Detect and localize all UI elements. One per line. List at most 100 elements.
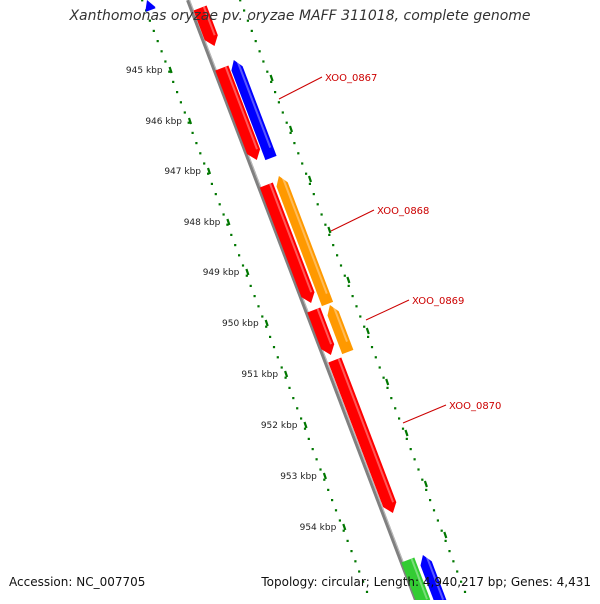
outer-tick-dot [277, 101, 280, 104]
outer-tick-dot [394, 407, 397, 410]
gene-arrow-blue [420, 555, 448, 604]
inner-tick-dot [152, 29, 155, 32]
major-tick-outer [346, 276, 351, 284]
inner-tick-dot [245, 274, 248, 277]
inner-tick-dot [172, 80, 175, 83]
gene-label: XOO_0870 [449, 401, 501, 412]
inner-tick-dot [210, 182, 213, 185]
major-tick-inner [264, 319, 269, 327]
inner-tick-dot [191, 131, 194, 134]
inner-tick-dot [207, 172, 210, 175]
inner-tick-dot [160, 50, 163, 53]
major-tick-inner [322, 472, 327, 480]
gene-label-leader [402, 404, 447, 424]
inner-tick-dot [195, 142, 198, 145]
major-tick-outer [288, 125, 294, 133]
kbp-label: 953 kbp [280, 472, 317, 482]
gene-arrow-red-shade [337, 358, 395, 503]
inner-tick-dot [269, 335, 272, 338]
outer-tick-dot [246, 19, 249, 22]
major-tick-inner [226, 218, 231, 226]
inner-tick-dot [230, 233, 233, 236]
inner-tick-dot [284, 376, 287, 379]
gene-label-leader [330, 209, 375, 232]
outer-tick-dot [239, 0, 242, 2]
outer-tick-dot [320, 213, 323, 216]
kbp-label: 948 kbp [184, 218, 221, 228]
inner-tick-dot [253, 295, 256, 298]
inner-tick-dot [280, 366, 283, 369]
outer-tick-dot [254, 40, 257, 43]
inner-tick-dot [156, 40, 159, 43]
inner-tick-dot [300, 417, 303, 420]
outer-tick-dot [460, 580, 463, 583]
outer-tick-dot [339, 264, 343, 267]
inner-tick-dot [214, 193, 217, 196]
inner-tick-dot [350, 550, 353, 553]
outer-tick-dot [274, 91, 277, 94]
outer-tick-dot [359, 315, 362, 318]
inner-tick-dot [307, 437, 310, 440]
major-tick-outer [443, 531, 448, 539]
kbp-label: 952 kbp [261, 421, 298, 431]
outer-tick-dot [378, 366, 381, 369]
gene-features [145, 0, 448, 604]
outer-tick-dot [270, 80, 273, 83]
gene-arrow-orange [276, 176, 334, 307]
inner-tick-dot [358, 570, 361, 573]
outer-tick-dot [281, 111, 284, 114]
kbp-label: 945 kbp [126, 66, 163, 76]
outer-tick-dot [398, 417, 401, 420]
outer-tick-dot [452, 560, 455, 563]
outer-tick-dot [363, 325, 366, 328]
inner-tick-dot [179, 101, 182, 104]
outer-tick-dot [367, 335, 370, 338]
inner-tick-dot [249, 284, 252, 287]
gene-label: XOO_0869 [412, 296, 464, 307]
inner-tick-dot [319, 468, 322, 471]
inner-tick-dot [311, 448, 314, 451]
inner-tick-dot [203, 162, 206, 165]
inner-tick-dot [261, 315, 264, 318]
inner-tick-dot [315, 458, 318, 461]
kbp-label: 951 kbp [241, 370, 278, 380]
kbp-label: 946 kbp [145, 117, 182, 127]
gene-arrow-blue-shade [235, 58, 272, 148]
outer-tick-dot [405, 437, 408, 440]
gene-arrow-red-shade [316, 308, 333, 345]
gene-arrow-red-shade [269, 183, 313, 293]
major-tick-outer [269, 74, 274, 82]
gene-labels: XOO_0867 XOO_0868 XOO_0869 XOO_0870 [278, 73, 501, 424]
gene-arrow-orange-shade [280, 174, 328, 294]
major-tick-inner [245, 268, 250, 276]
outer-tick-dot [370, 346, 374, 349]
outer-tick-dot [258, 50, 261, 53]
inner-tick-dot [288, 386, 291, 389]
outer-tick-dot [262, 60, 265, 63]
outer-tick-dot [382, 376, 385, 379]
kbp-label: 947 kbp [164, 167, 201, 177]
gene-arrow-red-shade [202, 6, 216, 36]
inner-tick-dot [168, 70, 171, 73]
outer-tick-dot [285, 121, 288, 124]
inner-tick-dot [342, 529, 345, 532]
tick-rings [141, 0, 470, 604]
outer-tick-dot [432, 509, 436, 512]
kbp-label: 950 kbp [222, 319, 259, 329]
gene-label: XOO_0867 [325, 73, 377, 84]
outer-tick-dot [436, 519, 439, 522]
outer-tick-dot [374, 356, 377, 359]
gene-arrow-orange-shade [331, 303, 348, 342]
gene-arrow-red-shade [224, 66, 258, 150]
outer-tick-dot [324, 223, 327, 226]
inner-tick-dot [226, 223, 229, 226]
outer-tick-dot [355, 305, 358, 308]
gene-arrow-blue [231, 60, 277, 161]
inner-tick-dot [187, 121, 190, 124]
gene-arrow-red [215, 65, 261, 160]
major-tick-outer [327, 226, 332, 234]
genome-stats-label: Topology: circular; Length: 4,940,217 bp… [261, 575, 591, 589]
inner-tick-dot [164, 60, 167, 63]
outer-tick-dot [343, 274, 346, 277]
outer-tick-dot [386, 386, 389, 389]
